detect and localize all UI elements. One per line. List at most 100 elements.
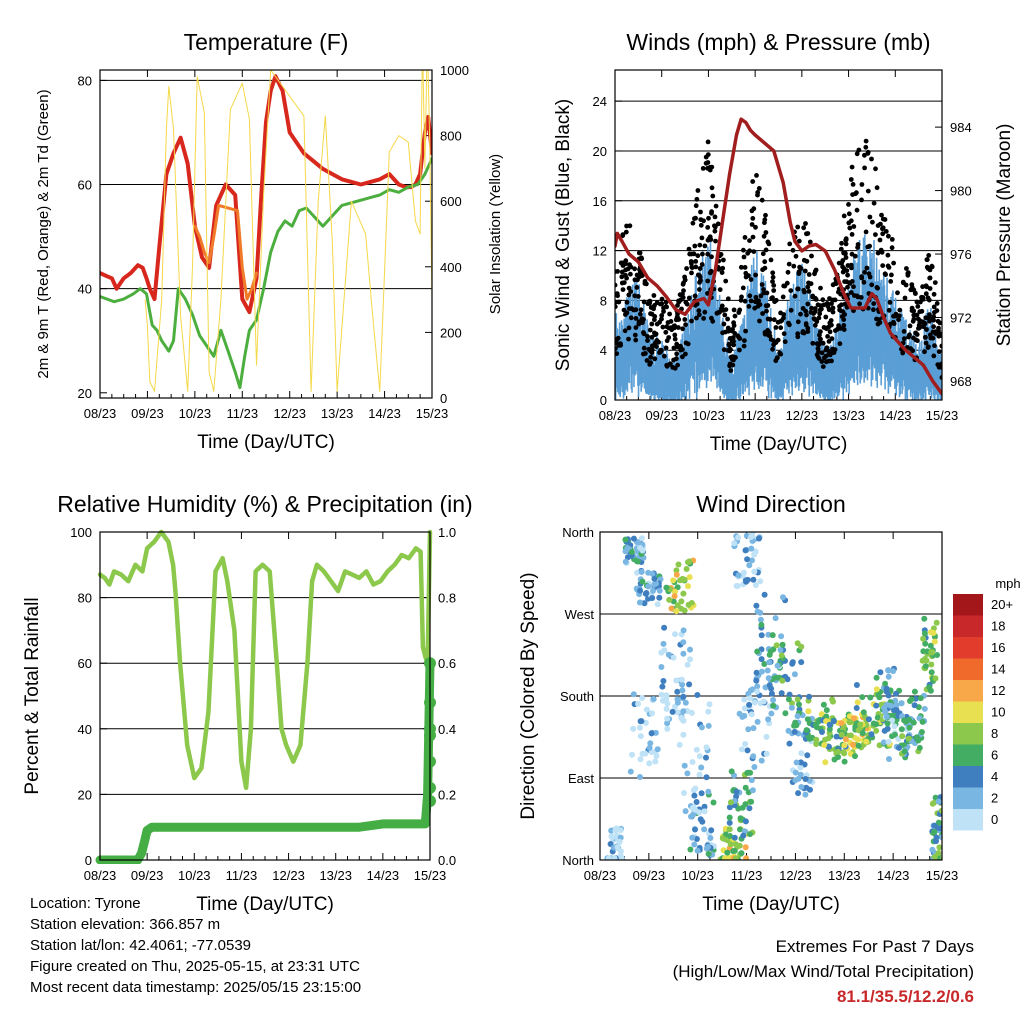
y2-tick-label: 0.6 — [438, 656, 456, 671]
direction-point — [826, 726, 833, 733]
gust-point — [818, 336, 823, 342]
direction-point — [758, 668, 765, 675]
direction-point — [616, 838, 623, 845]
gust-point — [871, 301, 877, 306]
direction-point — [791, 671, 798, 678]
legend-label: 2 — [991, 791, 998, 806]
direction-point — [664, 725, 671, 732]
y2-axis-label: Solar Insolation (Yellow) — [487, 154, 504, 314]
y-tick-label: 0 — [85, 853, 92, 868]
gust-point — [843, 255, 849, 260]
gust-point — [698, 222, 704, 228]
temp-series-line — [100, 157, 432, 390]
gust-point — [913, 337, 919, 343]
gust-point — [939, 331, 942, 337]
x-tick-label: 10/23 — [179, 406, 212, 421]
gust-point — [873, 166, 878, 172]
gust-point — [855, 294, 861, 300]
gust-point — [824, 345, 830, 351]
direction-point — [698, 724, 705, 731]
y-tick-label: 8 — [600, 293, 607, 308]
gust-point — [688, 259, 694, 264]
direction-point — [901, 748, 908, 755]
gust-point — [863, 144, 869, 150]
gust-point — [656, 339, 661, 345]
gust-point — [633, 325, 639, 330]
y2-tick-label: 1000 — [440, 63, 469, 78]
gust-point — [796, 271, 802, 276]
gust-point — [623, 229, 629, 235]
y2-tick-label: 984 — [950, 120, 972, 135]
direction-point — [658, 649, 665, 656]
gust-point — [863, 229, 869, 235]
gust-point — [915, 316, 921, 322]
plot-border — [99, 531, 431, 861]
gust-point — [713, 238, 718, 244]
gust-point — [835, 326, 840, 332]
direction-point — [691, 841, 698, 848]
direction-point — [889, 712, 896, 719]
direction-point — [922, 640, 929, 647]
gust-point — [707, 234, 713, 240]
gust-point — [697, 266, 703, 271]
latlon-text: Station lat/lon: 42.4061; -77.0539 — [30, 937, 252, 954]
gust-point — [732, 313, 738, 319]
direction-point — [728, 768, 735, 775]
direction-point — [643, 706, 650, 713]
gust-point — [839, 240, 844, 246]
gust-point — [891, 260, 896, 266]
direction-point — [752, 582, 759, 588]
direction-point — [753, 602, 760, 609]
gust-point — [695, 272, 701, 278]
gust-point — [725, 348, 731, 353]
direction-point — [652, 758, 659, 765]
direction-point — [754, 688, 761, 695]
gust-point — [825, 334, 830, 339]
gust-point — [910, 348, 916, 354]
gust-point — [624, 299, 630, 305]
gust-point — [654, 321, 660, 327]
gust-point — [740, 285, 746, 291]
y2-tick-label: 400 — [440, 260, 462, 275]
direction-point — [767, 648, 774, 655]
direction-point — [757, 609, 764, 616]
gust-point — [932, 310, 937, 315]
x-tick-label: 13/23 — [832, 408, 865, 423]
gust-point — [795, 319, 801, 325]
direction-point — [760, 698, 767, 705]
direction-point — [689, 834, 696, 841]
gust-point — [795, 286, 801, 292]
gust-point — [897, 307, 903, 313]
direction-point — [901, 717, 908, 724]
gust-point — [619, 274, 625, 280]
gust-point — [816, 356, 822, 361]
gust-point — [927, 312, 932, 318]
direction-point — [778, 690, 785, 697]
direction-point — [617, 848, 624, 855]
direction-point — [885, 673, 892, 680]
direction-point — [865, 716, 872, 723]
created-text: Figure created on Thu, 2025-05-15, at 23… — [30, 958, 360, 975]
gust-point — [672, 332, 678, 338]
direction-point — [773, 642, 780, 649]
direction-point — [908, 696, 915, 703]
gust-point — [750, 234, 756, 240]
gust-point — [841, 327, 847, 332]
gust-point — [770, 274, 776, 280]
direction-point — [838, 731, 845, 738]
gust-point — [888, 279, 894, 284]
direction-point — [779, 677, 786, 684]
direction-point — [736, 842, 743, 849]
gust-point — [932, 343, 937, 349]
direction-point — [928, 669, 935, 676]
direction-point — [747, 695, 753, 702]
gust-point — [885, 252, 891, 258]
gust-point — [717, 287, 723, 292]
legend-label: 12 — [991, 683, 1005, 698]
gust-point — [880, 216, 886, 222]
gust-point — [791, 263, 797, 269]
direction-point — [639, 578, 646, 585]
direction-point — [727, 799, 734, 806]
gust-point — [865, 151, 871, 156]
direction-point — [656, 587, 663, 594]
